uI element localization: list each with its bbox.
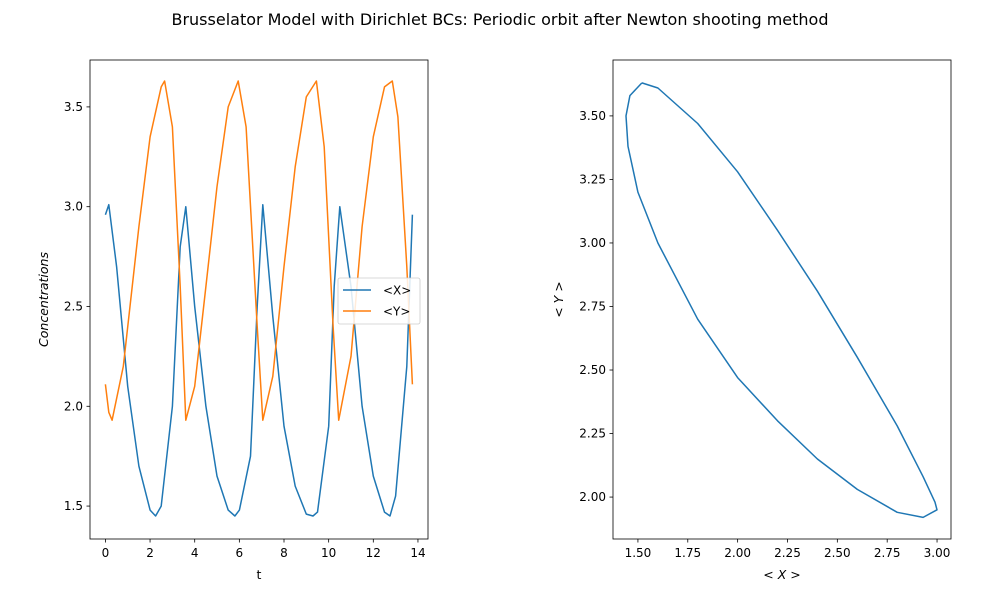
x-tick-label: 3.00 <box>924 546 951 560</box>
y-tick-label: 2.5 <box>64 299 83 313</box>
y-tick-label: 3.5 <box>64 100 83 114</box>
legend-label: <Y> <box>383 305 410 319</box>
x-tick-label: 2.25 <box>774 546 801 560</box>
figure-suptitle: Brusselator Model with Dirichlet BCs: Pe… <box>171 10 828 29</box>
x-tick-label: 1.50 <box>625 546 652 560</box>
y-axis-label: < Y > <box>551 281 566 318</box>
y-tick-label: 3.00 <box>579 236 606 250</box>
time-series-panel: 0 2 4 6 8 10 12 14 1.5 2.0 2.5 3.0 3.5 t Concentration… <box>36 59 429 582</box>
x-tick-label: 2.00 <box>724 546 751 560</box>
x-tick-label: 8 <box>280 546 288 560</box>
series-line-0-1 <box>104 80 414 421</box>
x-tick-label: 0 <box>102 546 110 560</box>
phase-portrait-panel: 1.50 1.75 2.00 2.25 2.50 2.75 3.00 2.00 2.25 2.50… <box>551 59 952 582</box>
y-tick-label: 2.0 <box>64 399 83 413</box>
x-tick-label: 2 <box>146 546 154 560</box>
x-tick-label: 2.50 <box>824 546 851 560</box>
legend-label: <X> <box>383 284 411 298</box>
series-line-1-0 <box>625 82 938 519</box>
y-tick-label: 1.5 <box>64 499 83 513</box>
x-axis-label: t <box>257 567 262 582</box>
y-tick-label: 2.50 <box>579 363 606 377</box>
x-tick-label: 4 <box>191 546 199 560</box>
x-tick-label: 1.75 <box>674 546 701 560</box>
axes-frame <box>89 59 429 540</box>
x-tick-label: 6 <box>236 546 244 560</box>
series-line-0-0 <box>104 203 414 517</box>
y-tick-label: 2.25 <box>579 427 606 441</box>
y-tick-label: 3.50 <box>579 109 606 123</box>
y-tick-label: 3.25 <box>579 172 606 186</box>
axes-frame <box>612 59 952 540</box>
y-tick-label: 2.00 <box>579 490 606 504</box>
legend: <X> <Y> <box>337 277 421 325</box>
x-tick-label: 14 <box>410 546 425 560</box>
x-axis-label: < X > <box>763 567 800 582</box>
y-tick-label: 2.75 <box>579 299 606 313</box>
y-axis-label: Concentrations <box>36 252 51 347</box>
x-tick-label: 2.75 <box>874 546 901 560</box>
x-tick-label: 12 <box>366 546 381 560</box>
x-tick-label: 10 <box>321 546 336 560</box>
y-tick-label: 3.0 <box>64 200 83 214</box>
